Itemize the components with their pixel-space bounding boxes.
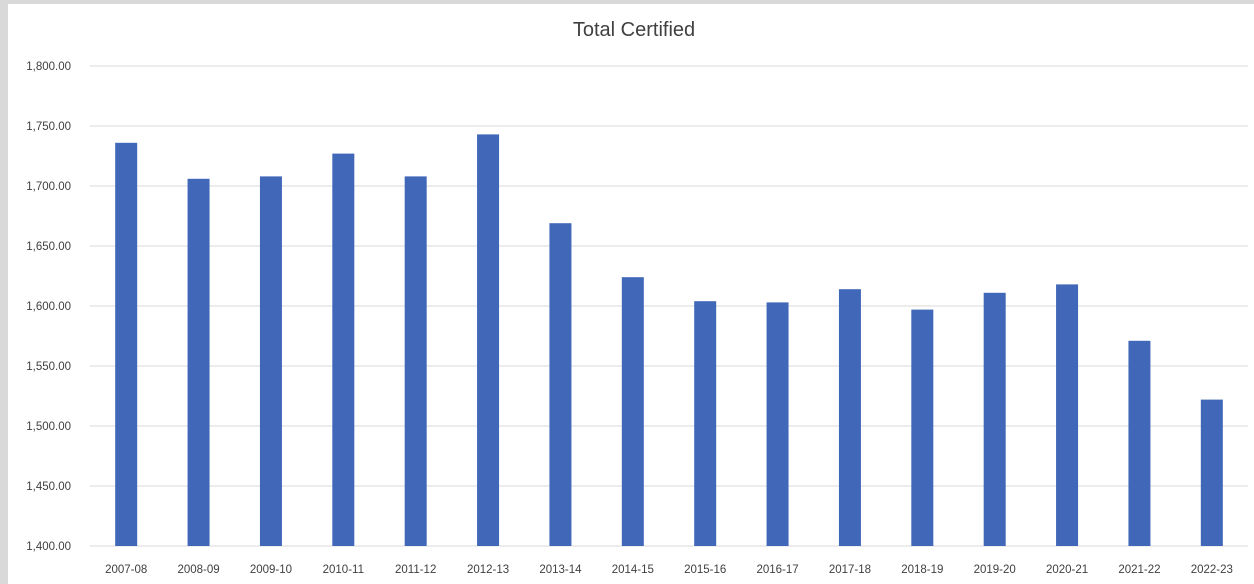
x-tick-label: 2009-10 [250, 564, 292, 576]
bars [115, 134, 1223, 546]
y-tick-label: 1,800.00 [26, 61, 71, 73]
bar [1056, 284, 1078, 546]
bar [115, 143, 137, 546]
y-tick-label: 1,450.00 [26, 481, 71, 493]
x-tick-label: 2011-12 [395, 564, 436, 576]
bar [1201, 400, 1223, 546]
x-tick-label: 2019-20 [974, 564, 1016, 576]
x-tick-label: 2010-11 [323, 564, 364, 576]
x-tick-label: 2014-15 [612, 564, 654, 576]
y-tick-label: 1,750.00 [26, 121, 71, 133]
y-tick-label: 1,500.00 [26, 421, 71, 433]
bar [984, 293, 1006, 546]
bar [622, 277, 644, 546]
bar [188, 179, 210, 546]
bar [694, 301, 716, 546]
bar [767, 302, 789, 546]
x-axis-ticks: 2007-08 2008-09 2009-10 2010-11 2011-12 2012-… [105, 564, 1233, 576]
bar [549, 223, 571, 546]
y-tick-label: 1,400.00 [26, 541, 71, 553]
x-tick-label: 2020-21 [1046, 564, 1088, 576]
bar [839, 289, 861, 546]
x-tick-label: 2018-19 [901, 564, 943, 576]
y-tick-label: 1,650.00 [26, 241, 71, 253]
bar [477, 134, 499, 546]
x-tick-label: 2008-09 [177, 564, 219, 576]
chart-title: Total Certified [573, 19, 695, 41]
x-tick-label: 2022-23 [1191, 564, 1233, 576]
bar [911, 310, 933, 546]
x-tick-label: 2017-18 [829, 564, 871, 576]
y-tick-label: 1,600.00 [26, 301, 71, 313]
chart-container: Total Certified 1,400.00 1,450.00 1,500.00… [8, 4, 1254, 584]
x-tick-label: 2021-22 [1118, 564, 1160, 576]
x-tick-label: 2012-13 [467, 564, 509, 576]
bar [260, 176, 282, 546]
x-tick-label: 2007-08 [105, 564, 147, 576]
bar [1128, 341, 1150, 546]
y-tick-label: 1,700.00 [26, 181, 71, 193]
x-tick-label: 2015-16 [684, 564, 726, 576]
x-tick-label: 2013-14 [539, 564, 582, 576]
y-tick-label: 1,550.00 [26, 361, 71, 373]
y-axis-ticks: 1,400.00 1,450.00 1,500.00 1,550.00 1,600.00… [26, 61, 71, 553]
bar [332, 154, 354, 546]
bar [405, 176, 427, 546]
bar-chart: Total Certified 1,400.00 1,450.00 1,500.00… [8, 4, 1254, 584]
x-tick-label: 2016-17 [756, 564, 798, 576]
